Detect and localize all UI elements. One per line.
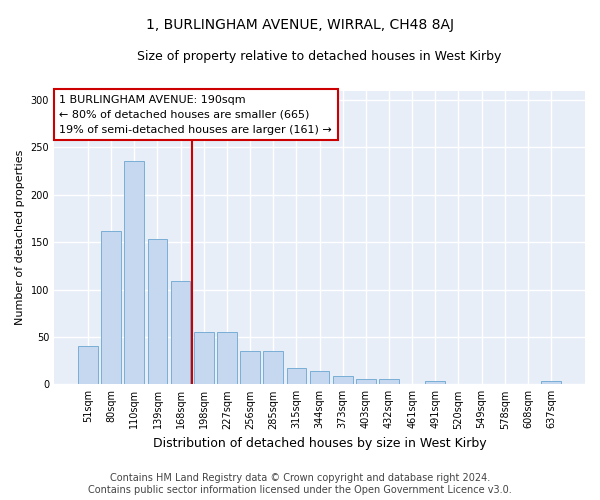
Bar <box>148 240 167 384</box>
Text: 1 BURLINGHAM AVENUE: 190sqm
← 80% of detached houses are smaller (665)
19% of se: 1 BURLINGHAM AVENUE: 190sqm ← 80% of det… <box>59 95 332 134</box>
Bar <box>310 371 329 384</box>
Bar <box>379 378 399 384</box>
Bar <box>287 368 306 384</box>
Bar <box>217 332 237 384</box>
Bar <box>240 351 260 384</box>
Text: 1, BURLINGHAM AVENUE, WIRRAL, CH48 8AJ: 1, BURLINGHAM AVENUE, WIRRAL, CH48 8AJ <box>146 18 454 32</box>
Bar <box>171 281 190 384</box>
Bar <box>333 376 353 384</box>
Bar <box>541 380 561 384</box>
Bar <box>124 160 144 384</box>
Text: Contains HM Land Registry data © Crown copyright and database right 2024.
Contai: Contains HM Land Registry data © Crown c… <box>88 474 512 495</box>
Bar <box>101 231 121 384</box>
X-axis label: Distribution of detached houses by size in West Kirby: Distribution of detached houses by size … <box>153 437 487 450</box>
Y-axis label: Number of detached properties: Number of detached properties <box>15 150 25 325</box>
Bar <box>263 351 283 384</box>
Bar <box>356 378 376 384</box>
Bar <box>425 382 445 384</box>
Title: Size of property relative to detached houses in West Kirby: Size of property relative to detached ho… <box>137 50 502 63</box>
Bar <box>78 346 98 385</box>
Bar <box>194 332 214 384</box>
